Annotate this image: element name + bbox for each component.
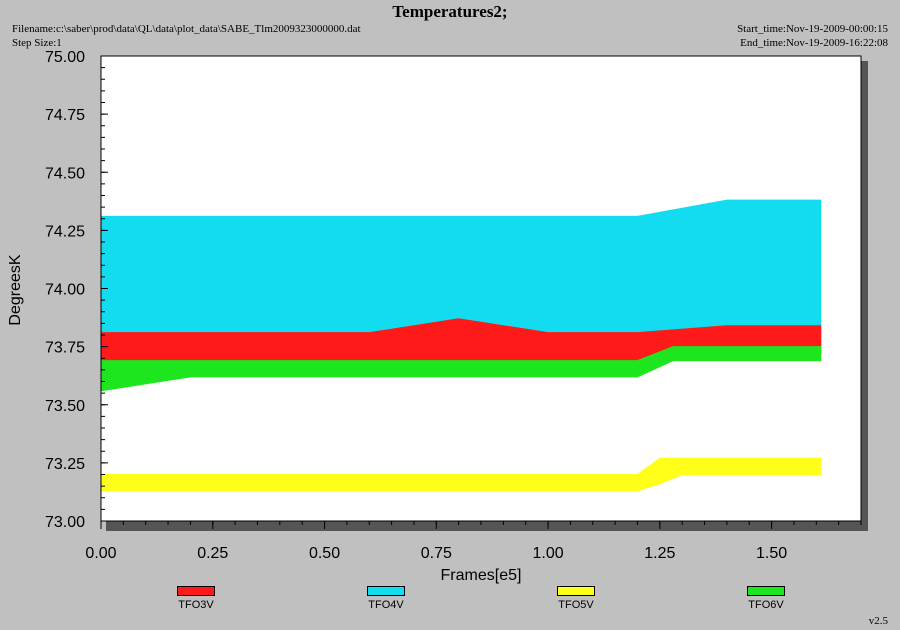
- y-axis-label: DegreesK: [7, 254, 24, 325]
- legend-label-tfo6v: TFO6V: [748, 599, 784, 611]
- legend-item-tfo5v: TFO5V: [536, 586, 616, 611]
- y-tick-label: 74.00: [45, 282, 85, 299]
- legend-item-tfo3v: TFO3V: [156, 586, 236, 611]
- series-tfo5v: [100, 457, 822, 492]
- y-tick-label: 73.25: [45, 456, 85, 473]
- series-tfo6v: [100, 346, 822, 392]
- x-axis-label: Frames[e5]: [441, 567, 522, 584]
- legend-label-tfo5v: TFO5V: [558, 599, 594, 611]
- x-tick-label: 1.25: [644, 545, 675, 562]
- y-tick-label: 74.75: [45, 107, 85, 124]
- legend-item-tfo4v: TFO4V: [346, 586, 426, 611]
- x-tick-label: 0.25: [197, 545, 228, 562]
- legend-swatch-tfo3v: [177, 586, 215, 596]
- y-tick-label: 74.25: [45, 223, 85, 240]
- y-tick-label: 75.00: [45, 49, 85, 66]
- step-size-label: Step Size:1: [12, 37, 62, 49]
- filename-label: Filename:c:\saber\prod\data\QL\data\plot…: [12, 23, 361, 35]
- start-time-label: Start_time:Nov-19-2009-00:00:15: [737, 23, 888, 35]
- chart-title: Temperatures2;: [392, 2, 508, 21]
- x-tick-label: 0.75: [421, 545, 452, 562]
- legend-item-tfo6v: TFO6V: [726, 586, 806, 611]
- y-tick-label: 73.50: [45, 398, 85, 415]
- legend-label-tfo4v: TFO4V: [368, 599, 404, 611]
- x-tick-label: 1.50: [756, 545, 787, 562]
- x-tick-label: 0.00: [85, 545, 116, 562]
- version-label: v2.5: [868, 615, 888, 627]
- end-time-label: End_time:Nov-19-2009-16:22:08: [740, 37, 888, 49]
- x-tick-label: 0.50: [309, 545, 340, 562]
- y-tick-label: 73.75: [45, 340, 85, 357]
- x-tick-label: 1.00: [532, 545, 563, 562]
- y-tick-label: 73.00: [45, 514, 85, 531]
- legend-swatch-tfo5v: [557, 586, 595, 596]
- y-tick-label: 74.50: [45, 165, 85, 182]
- legend-swatch-tfo4v: [367, 586, 405, 596]
- legend-swatch-tfo6v: [747, 586, 785, 596]
- legend-label-tfo3v: TFO3V: [178, 599, 214, 611]
